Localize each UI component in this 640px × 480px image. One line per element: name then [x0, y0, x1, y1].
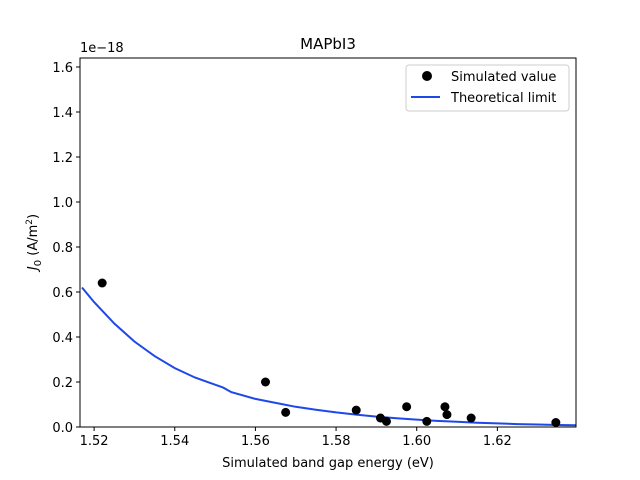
- x-tick-label: 1.54: [160, 434, 189, 449]
- simulated-value-point: [260, 377, 270, 387]
- y-tick-label: 1.0: [52, 196, 73, 211]
- legend: Simulated value Theoretical limit: [405, 64, 570, 112]
- y-tick-label: 0.8: [52, 241, 73, 256]
- chart-title: MAPbI3: [300, 35, 356, 53]
- simulated-value-point: [281, 407, 291, 417]
- legend-label-theoretical: Theoretical limit: [450, 91, 556, 106]
- x-tick-label: 1.56: [241, 434, 270, 449]
- theoretical-limit-line: [81, 286, 576, 427]
- x-tick-label: 1.62: [483, 434, 512, 449]
- simulated-value-point: [381, 416, 391, 426]
- legend-label-simulated: Simulated value: [451, 70, 556, 85]
- y-axis-label-main: J: [26, 266, 41, 273]
- y-tick-label: 1.6: [52, 61, 73, 76]
- y-axis-label-close: ): [26, 214, 41, 219]
- y-tick-label: 0.2: [52, 376, 73, 391]
- simulated-value-point: [466, 413, 476, 423]
- x-axis-label: Simulated band gap energy (eV): [222, 456, 434, 471]
- y-tick-label: 1.2: [52, 151, 73, 166]
- simulated-value-point: [440, 402, 450, 412]
- plot-area-frame: [79, 57, 577, 428]
- x-tick-label: 1.60: [402, 434, 431, 449]
- simulated-value-point: [551, 418, 561, 427]
- simulated-value-point: [402, 402, 412, 412]
- y-tick-label: 1.4: [52, 106, 73, 121]
- legend-marker-simulated: [422, 71, 432, 81]
- y-tick-label: 0.6: [52, 286, 73, 301]
- simulated-value-point: [97, 278, 107, 288]
- x-tick-label: 1.58: [322, 434, 351, 449]
- y-offset-text: 1e−18: [80, 41, 124, 56]
- y-axis-label: J0 (A/m2): [25, 214, 44, 273]
- legend-box: [405, 64, 570, 112]
- y-axis-label-sub: 0: [33, 260, 44, 266]
- y-tick-label: 0.0: [52, 421, 73, 436]
- simulated-value-point: [422, 416, 432, 426]
- y-axis-label-unit: (A/m: [26, 225, 41, 260]
- simulated-value-point: [351, 405, 361, 415]
- y-tick-label: 0.4: [52, 331, 73, 346]
- y-axis-label-sup: 2: [25, 219, 35, 225]
- simulated-value-point: [442, 410, 452, 420]
- x-tick-label: 1.52: [80, 434, 109, 449]
